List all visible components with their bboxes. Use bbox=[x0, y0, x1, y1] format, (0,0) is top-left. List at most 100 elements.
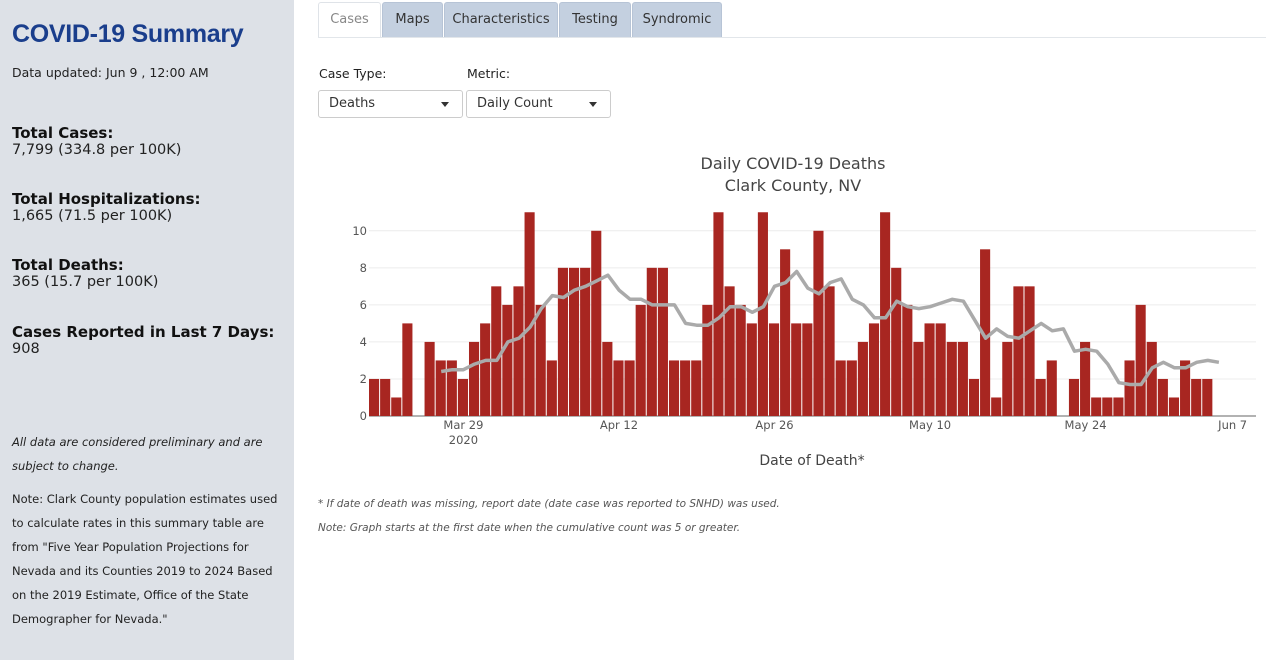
bar bbox=[846, 360, 857, 416]
tab-syndromic[interactable]: Syndromic bbox=[632, 2, 722, 38]
bar bbox=[568, 267, 580, 416]
y-tick-label: 6 bbox=[360, 298, 367, 312]
bar bbox=[624, 360, 635, 416]
bar bbox=[1102, 397, 1113, 416]
bar bbox=[691, 360, 702, 416]
bar bbox=[713, 212, 724, 416]
bar bbox=[546, 360, 557, 416]
bar bbox=[513, 286, 524, 416]
summary-title: COVID-19 Summary bbox=[12, 20, 244, 48]
x-tick-label: Jun 7 bbox=[1217, 418, 1247, 432]
bar bbox=[657, 267, 668, 416]
bar bbox=[824, 286, 835, 416]
stat-value: 908 bbox=[12, 341, 40, 357]
bar bbox=[668, 360, 680, 416]
stat-value: 1,665 (71.5 per 100K) bbox=[12, 208, 173, 224]
bar bbox=[880, 212, 891, 416]
chart-subtitle: Clark County, NV bbox=[725, 176, 861, 195]
bar bbox=[1146, 341, 1157, 416]
bar bbox=[946, 341, 957, 416]
bar bbox=[868, 323, 880, 416]
metric-select[interactable]: Daily Count bbox=[466, 90, 611, 118]
bar bbox=[802, 323, 813, 416]
bar bbox=[991, 397, 1002, 416]
bar bbox=[1113, 397, 1124, 416]
bar bbox=[746, 323, 757, 416]
bar bbox=[480, 323, 491, 416]
stat-label: Total Cases: bbox=[12, 124, 114, 142]
bar bbox=[424, 341, 435, 416]
bar bbox=[635, 304, 646, 416]
stat-total-hospitalizations: Total Hospitalizations: 1,665 (71.5 per … bbox=[12, 191, 201, 225]
case-type-select[interactable]: Deaths bbox=[318, 90, 463, 118]
preliminary-disclaimer: All data are considered preliminary and … bbox=[12, 435, 263, 473]
summary-sidebar: COVID-19 Summary Data updated: Jun 9 , 1… bbox=[0, 0, 294, 660]
chart-title: Daily COVID-19 Deaths bbox=[701, 154, 886, 173]
daily-deaths-chart: Daily COVID-19 Deaths Clark County, NV 0… bbox=[352, 154, 1256, 469]
chevron-down-icon bbox=[589, 102, 597, 107]
x-tick-label: Mar 29 bbox=[443, 418, 483, 432]
y-axis-ticks: 0 2 4 6 8 10 bbox=[352, 224, 367, 423]
bar bbox=[380, 378, 391, 416]
bar bbox=[457, 378, 468, 416]
x-tick-label: May 10 bbox=[909, 418, 951, 432]
bar bbox=[1080, 341, 1091, 416]
tab-characteristics[interactable]: Characteristics bbox=[444, 2, 558, 38]
bar bbox=[935, 323, 946, 416]
bar bbox=[1002, 341, 1013, 416]
bar bbox=[1135, 304, 1146, 416]
bar bbox=[968, 378, 980, 416]
bar bbox=[391, 397, 402, 416]
tab-cases[interactable]: Cases bbox=[318, 2, 381, 38]
bar bbox=[1124, 360, 1135, 416]
bar bbox=[957, 341, 968, 416]
stat-cases-last-7-days: Cases Reported in Last 7 Days: 908 bbox=[12, 323, 275, 358]
y-tick-label: 8 bbox=[360, 261, 367, 275]
bar bbox=[1091, 397, 1102, 416]
seven-day-average-line bbox=[440, 269, 1220, 387]
average-line-series bbox=[440, 269, 1220, 387]
x-tick-label: Apr 26 bbox=[755, 418, 793, 432]
bar bbox=[857, 341, 868, 416]
tab-divider bbox=[318, 37, 1266, 38]
bar bbox=[1157, 378, 1168, 416]
bar bbox=[1202, 378, 1213, 416]
bar bbox=[724, 286, 735, 416]
bar bbox=[913, 341, 924, 416]
bar bbox=[646, 267, 657, 416]
case-type-value: Deaths bbox=[329, 96, 376, 111]
stat-value: 365 (15.7 per 100K) bbox=[12, 274, 159, 290]
bar bbox=[791, 323, 802, 416]
data-updated: Data updated: Jun 9 , 12:00 AM bbox=[12, 65, 209, 80]
y-tick-label: 4 bbox=[360, 335, 367, 349]
stat-value: 7,799 (334.8 per 100K) bbox=[12, 142, 182, 158]
bar bbox=[1068, 378, 1080, 416]
x-tick-year: 2020 bbox=[449, 433, 478, 447]
bar bbox=[1180, 360, 1191, 416]
bar bbox=[813, 230, 824, 416]
bar bbox=[702, 304, 713, 416]
tab-maps[interactable]: Maps bbox=[382, 2, 443, 38]
bar bbox=[1191, 378, 1202, 416]
bar bbox=[980, 249, 991, 416]
x-tick-label: Apr 12 bbox=[600, 418, 638, 432]
stat-total-cases: Total Cases: 7,799 (334.8 per 100K) bbox=[12, 124, 182, 159]
x-axis-label: Date of Death* bbox=[759, 453, 864, 469]
stat-label: Cases Reported in Last 7 Days: bbox=[12, 323, 275, 341]
metric-label: Metric: bbox=[467, 66, 511, 81]
chevron-down-icon bbox=[441, 102, 449, 107]
x-tick-label: May 24 bbox=[1065, 418, 1107, 432]
bar bbox=[446, 360, 457, 416]
bar bbox=[924, 323, 935, 416]
bar bbox=[768, 323, 780, 416]
bar bbox=[757, 212, 768, 416]
bar bbox=[1046, 360, 1057, 416]
y-tick-label: 2 bbox=[360, 372, 367, 386]
bar-series bbox=[369, 212, 1213, 416]
bar bbox=[602, 341, 613, 416]
bar bbox=[780, 249, 791, 416]
bar bbox=[891, 267, 902, 416]
bar bbox=[1013, 286, 1024, 416]
tab-testing[interactable]: Testing bbox=[559, 2, 631, 38]
case-type-label: Case Type: bbox=[319, 66, 387, 81]
